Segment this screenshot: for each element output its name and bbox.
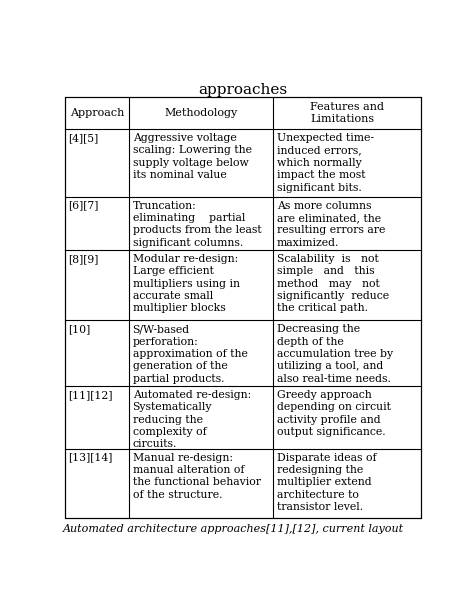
- Text: Modular re-design:
Large efficient
multipliers using in
accurate small
multiplie: Modular re-design: Large efficient multi…: [133, 254, 239, 313]
- Text: Manual re-design:
manual alteration of
the functional behavior
of the structure.: Manual re-design: manual alteration of t…: [133, 453, 261, 500]
- Text: Decreasing the
depth of the
accumulation tree by
utilizing a tool, and
also real: Decreasing the depth of the accumulation…: [277, 324, 393, 384]
- Text: Greedy approach
depending on circuit
activity profile and
output significance.: Greedy approach depending on circuit act…: [277, 390, 391, 437]
- Text: Truncation:
eliminating    partial
products from the least
significant columns.: Truncation: eliminating partial products…: [133, 200, 261, 247]
- Text: approaches: approaches: [198, 82, 288, 97]
- Text: As more columns
are eliminated, the
resulting errors are
maximized.: As more columns are eliminated, the resu…: [277, 200, 385, 247]
- Text: Automated architecture approaches[11],[12], current layout: Automated architecture approaches[11],[1…: [63, 524, 404, 535]
- Text: S/W-based
perforation:
approximation of the
generation of the
partial products.: S/W-based perforation: approximation of …: [133, 324, 247, 384]
- Text: [4][5]: [4][5]: [68, 133, 99, 143]
- Text: Features and
Limitations: Features and Limitations: [310, 102, 384, 124]
- Text: Methodology: Methodology: [164, 108, 237, 118]
- Text: Approach: Approach: [70, 108, 124, 118]
- Text: Unexpected time-
induced errors,
which normally
impact the most
significant bits: Unexpected time- induced errors, which n…: [277, 133, 374, 192]
- Text: [11][12]: [11][12]: [68, 390, 113, 400]
- Text: Disparate ideas of
redesigning the
multiplier extend
architecture to
transistor : Disparate ideas of redesigning the multi…: [277, 453, 376, 512]
- Text: Aggressive voltage
scaling: Lowering the
supply voltage below
its nominal value: Aggressive voltage scaling: Lowering the…: [133, 133, 252, 180]
- Text: Automated re-design:
Systematically
reducing the
complexity of
circuits.: Automated re-design: Systematically redu…: [133, 390, 251, 450]
- Text: Scalability  is   not
simple   and   this
method   may   not
significantly  redu: Scalability is not simple and this metho…: [277, 254, 389, 313]
- Text: [13][14]: [13][14]: [68, 453, 113, 463]
- Text: [8][9]: [8][9]: [68, 254, 99, 264]
- Text: [6][7]: [6][7]: [68, 200, 99, 211]
- Bar: [65, 97, 421, 518]
- Text: [10]: [10]: [68, 324, 91, 334]
